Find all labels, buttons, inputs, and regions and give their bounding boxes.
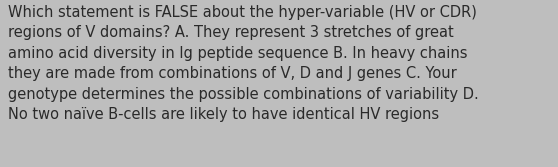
Text: Which statement is FALSE about the hyper-variable (HV or CDR)
regions of V domai: Which statement is FALSE about the hyper… [8,5,479,122]
